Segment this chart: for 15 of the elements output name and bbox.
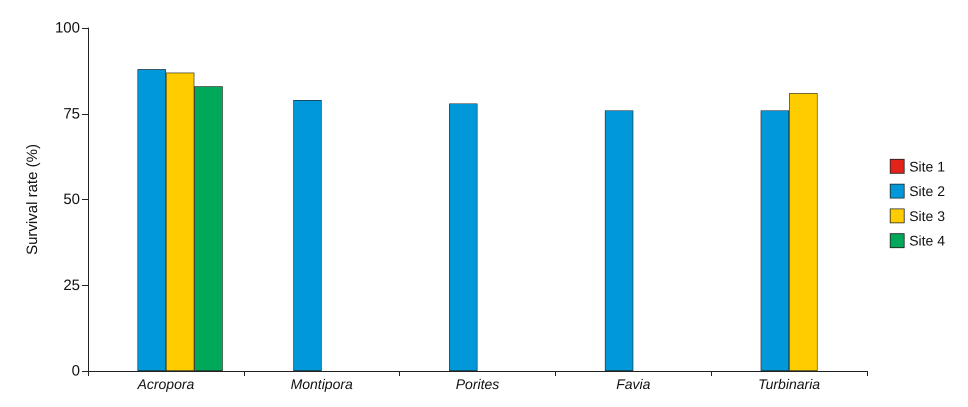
x-tick-label: Turbinaria: [758, 376, 820, 392]
y-tick-label: 0: [72, 362, 80, 380]
y-tick-label: 25: [63, 276, 80, 294]
x-tick-label: Favia: [616, 376, 651, 392]
y-tick-label: 100: [54, 20, 80, 36]
legend-label: Site 4: [909, 232, 946, 249]
y-tick-label: 75: [63, 105, 80, 122]
x-tick-label: Acropora: [136, 376, 195, 392]
legend-label: Site 1: [909, 158, 946, 174]
y-tick-label: 50: [63, 191, 80, 208]
legend-label: Site 3: [909, 208, 946, 224]
legend-label: Site 2: [909, 183, 946, 200]
x-tick-label: Porites: [456, 376, 500, 392]
x-tick-label: Montipora: [290, 376, 354, 392]
y-axis-title: Survival rate (%): [24, 144, 41, 255]
